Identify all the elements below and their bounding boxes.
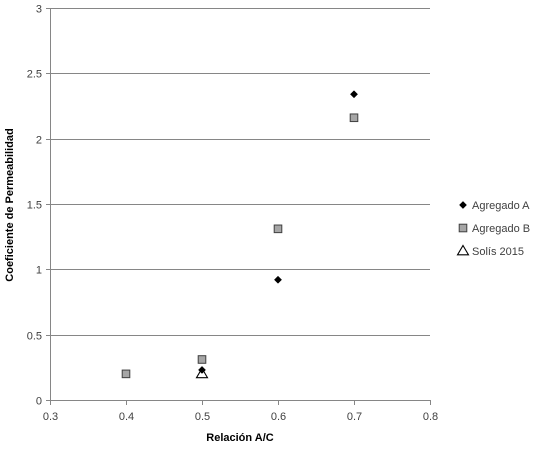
data-point-square <box>349 113 359 123</box>
legend: Agregado A Agregado B Solís 2015 <box>456 200 530 258</box>
data-point-square <box>197 355 207 364</box>
y-tick-label: 2 <box>36 135 42 147</box>
x-tick-label: 0.7 <box>347 411 362 423</box>
legend-label: Agregado A <box>472 200 530 212</box>
tick-labels: 0 0.5 1 1.5 2 2.5 3 0.3 0.4 0.5 0.6 0.7 0.8 <box>27 4 438 424</box>
data-point-square <box>273 224 283 234</box>
legend-marker-square <box>458 223 468 233</box>
x-tick-label: 0.5 <box>195 411 210 423</box>
x-axis-title: Relación A/C <box>206 432 273 444</box>
data-points <box>121 90 359 379</box>
y-tick-label: 3 <box>36 4 42 16</box>
x-tick-label: 0.8 <box>423 411 438 423</box>
grid-lines <box>50 8 430 336</box>
data-point-diamond <box>350 90 358 99</box>
x-tick-label: 0.4 <box>119 411 134 423</box>
x-tick-label: 0.6 <box>271 411 286 423</box>
axes <box>46 8 431 405</box>
y-tick-label: 0 <box>36 396 42 408</box>
legend-label: Solís 2015 <box>472 246 524 258</box>
y-axis-title: Coeficiente de Permeabilidad <box>4 128 16 281</box>
legend-item: Agregado B <box>458 223 530 235</box>
y-tick-label: 1 <box>36 265 42 277</box>
data-point-diamond <box>198 365 206 374</box>
legend-marker-triangle <box>456 244 470 256</box>
legend-marker-diamond <box>459 201 467 209</box>
legend-label: Agregado B <box>472 223 530 235</box>
data-point-diamond <box>274 275 282 284</box>
legend-item: Solís 2015 <box>456 244 524 258</box>
legend-item: Agregado A <box>459 200 530 212</box>
y-tick-label: 0.5 <box>27 331 42 343</box>
x-tick-label: 0.3 <box>43 411 58 423</box>
y-tick-label: 1.5 <box>27 200 42 212</box>
y-tick-label: 2.5 <box>27 69 42 81</box>
data-point-square <box>121 369 131 379</box>
